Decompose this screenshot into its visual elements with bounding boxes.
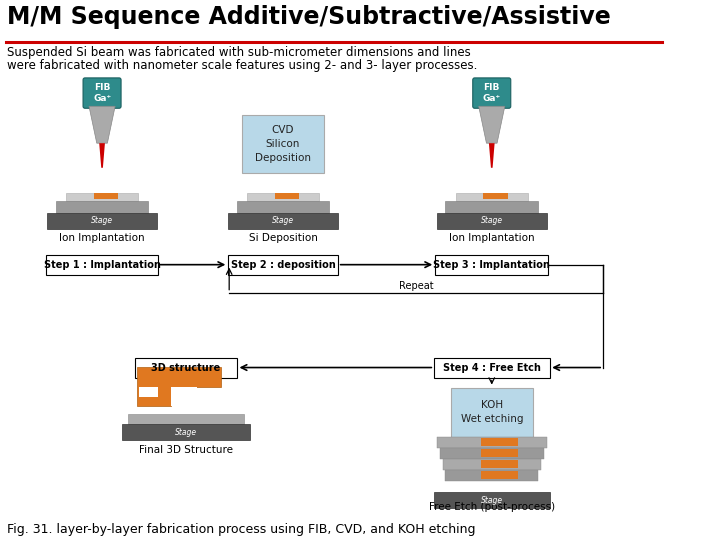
Text: Stage: Stage bbox=[174, 428, 197, 437]
Text: Final 3D Structure: Final 3D Structure bbox=[138, 446, 233, 455]
FancyBboxPatch shape bbox=[481, 471, 518, 480]
FancyBboxPatch shape bbox=[446, 201, 538, 213]
Text: Free Etch (post-process): Free Etch (post-process) bbox=[428, 502, 555, 512]
FancyBboxPatch shape bbox=[46, 255, 158, 275]
FancyBboxPatch shape bbox=[437, 437, 546, 448]
FancyBboxPatch shape bbox=[247, 193, 319, 201]
FancyBboxPatch shape bbox=[473, 78, 510, 108]
Polygon shape bbox=[89, 106, 115, 143]
Text: KOH
Wet etching: KOH Wet etching bbox=[461, 401, 523, 424]
FancyBboxPatch shape bbox=[139, 387, 158, 396]
Text: Ion Implantation: Ion Implantation bbox=[449, 233, 534, 242]
Polygon shape bbox=[171, 387, 197, 407]
Text: Repeat: Repeat bbox=[399, 281, 433, 291]
FancyBboxPatch shape bbox=[237, 201, 329, 213]
Text: CVD
Silicon
Deposition: CVD Silicon Deposition bbox=[255, 125, 311, 163]
Polygon shape bbox=[138, 367, 221, 407]
FancyBboxPatch shape bbox=[274, 193, 299, 199]
Polygon shape bbox=[489, 143, 495, 168]
Text: Ion Implantation: Ion Implantation bbox=[59, 233, 145, 242]
FancyBboxPatch shape bbox=[66, 193, 138, 201]
Text: Si Deposition: Si Deposition bbox=[248, 233, 318, 242]
FancyBboxPatch shape bbox=[228, 213, 338, 229]
Text: FIB
Ga⁺: FIB Ga⁺ bbox=[93, 83, 111, 103]
Text: 3D structure: 3D structure bbox=[151, 362, 220, 373]
Text: Fig. 31. layer-by-layer fabrication process using FIB, CVD, and KOH etching: Fig. 31. layer-by-layer fabrication proc… bbox=[7, 523, 476, 536]
FancyBboxPatch shape bbox=[440, 448, 544, 460]
FancyBboxPatch shape bbox=[481, 461, 518, 468]
FancyBboxPatch shape bbox=[446, 470, 538, 481]
FancyBboxPatch shape bbox=[451, 388, 533, 437]
FancyBboxPatch shape bbox=[483, 193, 508, 199]
Text: M/M Sequence Additive/Subtractive/Assistive: M/M Sequence Additive/Subtractive/Assist… bbox=[7, 5, 611, 29]
FancyBboxPatch shape bbox=[481, 438, 518, 447]
FancyBboxPatch shape bbox=[127, 415, 243, 424]
FancyBboxPatch shape bbox=[481, 449, 518, 457]
FancyBboxPatch shape bbox=[228, 255, 338, 275]
Text: Step 3 : Implantation: Step 3 : Implantation bbox=[433, 260, 550, 269]
FancyBboxPatch shape bbox=[437, 213, 546, 229]
FancyBboxPatch shape bbox=[435, 255, 549, 275]
Text: FIB
Ga⁺: FIB Ga⁺ bbox=[482, 83, 501, 103]
Text: Step 2 : deposition: Step 2 : deposition bbox=[230, 260, 336, 269]
FancyBboxPatch shape bbox=[456, 193, 528, 201]
FancyBboxPatch shape bbox=[94, 193, 118, 199]
Text: Stage: Stage bbox=[91, 216, 113, 225]
FancyBboxPatch shape bbox=[135, 357, 237, 377]
Text: Stage: Stage bbox=[481, 216, 503, 225]
Text: Stage: Stage bbox=[272, 216, 294, 225]
Polygon shape bbox=[99, 143, 105, 168]
FancyBboxPatch shape bbox=[55, 201, 148, 213]
FancyBboxPatch shape bbox=[48, 213, 157, 229]
Text: were fabricated with nanometer scale features using 2- and 3- layer processes.: were fabricated with nanometer scale fea… bbox=[7, 59, 478, 72]
Text: Suspended Si beam was fabricated with sub-micrometer dimensions and lines: Suspended Si beam was fabricated with su… bbox=[7, 46, 471, 59]
FancyBboxPatch shape bbox=[443, 460, 541, 470]
FancyBboxPatch shape bbox=[433, 492, 550, 508]
Text: Step 4 : Free Etch: Step 4 : Free Etch bbox=[443, 362, 541, 373]
FancyBboxPatch shape bbox=[433, 357, 550, 377]
FancyBboxPatch shape bbox=[242, 115, 324, 173]
FancyBboxPatch shape bbox=[122, 424, 250, 441]
FancyBboxPatch shape bbox=[83, 78, 121, 108]
Text: Step 1 : Implantation: Step 1 : Implantation bbox=[44, 260, 161, 269]
Text: Stage: Stage bbox=[481, 496, 503, 505]
Polygon shape bbox=[479, 106, 505, 143]
